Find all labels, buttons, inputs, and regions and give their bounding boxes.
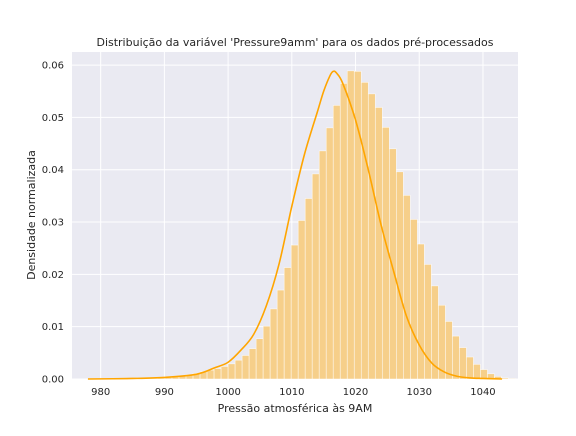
histogram-bar xyxy=(234,359,243,380)
chart-title: Distribuição da variável 'Pressure9amm' … xyxy=(96,36,493,49)
histogram-bar xyxy=(318,150,327,380)
histogram-bar xyxy=(213,368,222,380)
x-tick-label: 990 xyxy=(155,387,174,398)
histogram-bar xyxy=(255,338,264,380)
x-tick-labels: 980 990 1000 1010 1020 1030 1040 xyxy=(91,387,496,398)
x-tick-label: 1000 xyxy=(215,387,240,398)
histogram-bar xyxy=(325,127,334,380)
x-tick-label: 1020 xyxy=(343,387,368,398)
histogram-bar xyxy=(269,308,278,380)
y-tick-label: 0.04 xyxy=(42,165,64,176)
histogram-bar xyxy=(248,348,257,380)
histogram-bar xyxy=(473,364,481,380)
histogram-bar xyxy=(501,377,509,380)
kde-line xyxy=(87,70,503,380)
histogram-bar xyxy=(367,93,376,380)
histogram-bar xyxy=(452,335,460,380)
histogram-bar xyxy=(480,369,488,380)
y-axis-label: Densidade normalizada xyxy=(25,150,38,280)
histogram-bar xyxy=(445,321,453,380)
y-tick-label: 0.01 xyxy=(42,322,64,333)
y-tick-label: 0.06 xyxy=(42,61,64,72)
histogram-bar xyxy=(206,369,215,380)
histogram-bar xyxy=(346,70,355,380)
y-tick-label: 0.00 xyxy=(42,375,64,386)
histogram-bar xyxy=(227,363,236,380)
histogram-bar xyxy=(508,378,516,380)
histogram-bar xyxy=(297,220,306,380)
histogram-bar xyxy=(304,198,313,380)
x-axis-label: Pressão atmosférica às 9AM xyxy=(218,402,373,415)
x-tick-label: 1040 xyxy=(470,387,495,398)
histogram-bar xyxy=(417,243,425,380)
y-tick-label: 0.02 xyxy=(42,270,64,281)
histogram-bar xyxy=(283,267,292,380)
histogram-bar xyxy=(466,356,474,380)
histogram-bar xyxy=(396,171,404,380)
histogram-bar xyxy=(311,173,320,380)
x-tick-label: 980 xyxy=(91,387,110,398)
histogram-bar xyxy=(262,325,271,380)
x-tick-label: 1030 xyxy=(407,387,432,398)
histogram-bar xyxy=(290,244,299,380)
histogram-bar xyxy=(403,195,411,380)
histogram-bar xyxy=(410,219,418,380)
histogram-bar xyxy=(332,105,341,380)
histogram-bar xyxy=(339,83,348,380)
histogram-bar xyxy=(276,289,285,380)
y-tick-label: 0.03 xyxy=(42,218,64,229)
y-tick-labels: 0.00 0.01 0.02 0.03 0.04 0.05 0.06 xyxy=(42,61,64,386)
histogram-bar xyxy=(360,82,369,380)
histogram-bar xyxy=(374,107,383,380)
histogram-bar xyxy=(459,347,467,380)
kde-layer xyxy=(87,70,503,380)
histogram-bar xyxy=(220,366,229,380)
histogram-bar xyxy=(388,148,397,380)
histogram-bar xyxy=(438,304,446,380)
x-tick-label: 1010 xyxy=(279,387,304,398)
y-tick-label: 0.05 xyxy=(42,113,64,124)
histogram-bar xyxy=(241,355,250,380)
